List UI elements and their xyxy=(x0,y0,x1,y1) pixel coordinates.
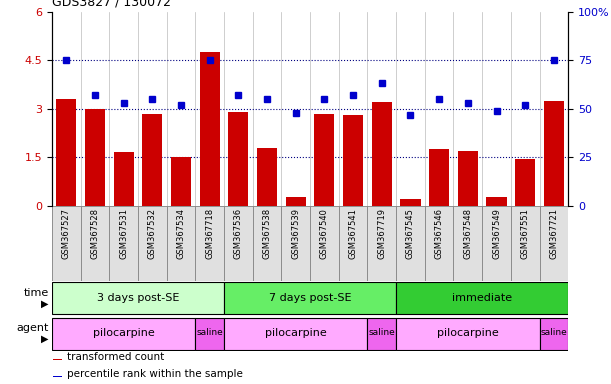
Bar xyxy=(286,197,306,206)
Bar xyxy=(196,206,224,281)
Bar xyxy=(52,318,196,349)
Text: GSM367534: GSM367534 xyxy=(177,208,186,259)
Bar xyxy=(167,206,196,281)
Bar xyxy=(53,376,62,377)
Bar xyxy=(343,114,363,206)
Text: 7 days post-SE: 7 days post-SE xyxy=(269,293,351,303)
Bar xyxy=(540,206,568,281)
Bar xyxy=(458,151,478,206)
Text: GDS3827 / 130072: GDS3827 / 130072 xyxy=(52,0,171,9)
Text: GSM367532: GSM367532 xyxy=(148,208,157,259)
Text: transformed count: transformed count xyxy=(67,352,165,362)
Bar xyxy=(544,101,564,206)
Bar xyxy=(486,197,507,206)
Text: GSM367541: GSM367541 xyxy=(349,208,357,259)
Text: GSM367546: GSM367546 xyxy=(434,208,444,259)
Bar xyxy=(229,112,249,206)
Bar xyxy=(282,206,310,281)
Text: GSM367538: GSM367538 xyxy=(263,208,271,259)
Text: GSM367551: GSM367551 xyxy=(521,208,530,259)
Text: GSM367548: GSM367548 xyxy=(463,208,472,259)
Bar xyxy=(171,157,191,206)
Bar xyxy=(56,99,76,206)
Bar xyxy=(138,206,167,281)
Text: pilocarpine: pilocarpine xyxy=(265,328,327,338)
Bar xyxy=(511,206,540,281)
Bar xyxy=(540,318,568,349)
Text: pilocarpine: pilocarpine xyxy=(93,328,155,338)
Bar xyxy=(253,206,282,281)
Text: GSM367531: GSM367531 xyxy=(119,208,128,259)
Text: GSM367721: GSM367721 xyxy=(549,208,558,259)
Bar xyxy=(425,206,453,281)
Text: ▶: ▶ xyxy=(42,334,49,344)
Text: GSM367536: GSM367536 xyxy=(234,208,243,259)
Bar xyxy=(114,152,134,206)
Bar xyxy=(338,206,367,281)
Bar xyxy=(109,206,138,281)
Text: GSM367719: GSM367719 xyxy=(377,208,386,259)
Bar xyxy=(367,206,396,281)
Bar xyxy=(52,283,224,314)
Text: GSM367540: GSM367540 xyxy=(320,208,329,259)
Bar xyxy=(81,206,109,281)
Bar xyxy=(482,206,511,281)
Text: immediate: immediate xyxy=(452,293,512,303)
Bar xyxy=(142,114,163,206)
Bar xyxy=(396,206,425,281)
Bar xyxy=(396,283,568,314)
Bar xyxy=(453,206,482,281)
Text: agent: agent xyxy=(16,323,49,333)
Bar xyxy=(257,147,277,206)
Bar xyxy=(367,318,396,349)
Bar xyxy=(52,206,81,281)
Bar xyxy=(224,318,367,349)
Bar xyxy=(371,102,392,206)
Text: pilocarpine: pilocarpine xyxy=(437,328,499,338)
Bar xyxy=(224,283,396,314)
Text: time: time xyxy=(24,288,49,298)
Bar xyxy=(224,206,253,281)
Text: saline: saline xyxy=(541,328,567,338)
Bar xyxy=(515,159,535,206)
Bar xyxy=(315,114,334,206)
Bar xyxy=(310,206,338,281)
Text: GSM367545: GSM367545 xyxy=(406,208,415,259)
Bar xyxy=(396,318,540,349)
Text: percentile rank within the sample: percentile rank within the sample xyxy=(67,369,243,379)
Bar xyxy=(85,109,105,206)
Bar xyxy=(400,199,420,206)
Text: GSM367527: GSM367527 xyxy=(62,208,71,259)
Bar xyxy=(200,52,220,206)
Bar xyxy=(53,359,62,360)
Text: GSM367539: GSM367539 xyxy=(291,208,300,259)
Text: ▶: ▶ xyxy=(42,299,49,309)
Text: saline: saline xyxy=(368,328,395,338)
Bar xyxy=(429,149,449,206)
Text: GSM367549: GSM367549 xyxy=(492,208,501,259)
Text: 3 days post-SE: 3 days post-SE xyxy=(97,293,179,303)
Text: saline: saline xyxy=(196,328,223,338)
Text: GSM367528: GSM367528 xyxy=(90,208,100,259)
Text: GSM367718: GSM367718 xyxy=(205,208,214,259)
Bar xyxy=(196,318,224,349)
